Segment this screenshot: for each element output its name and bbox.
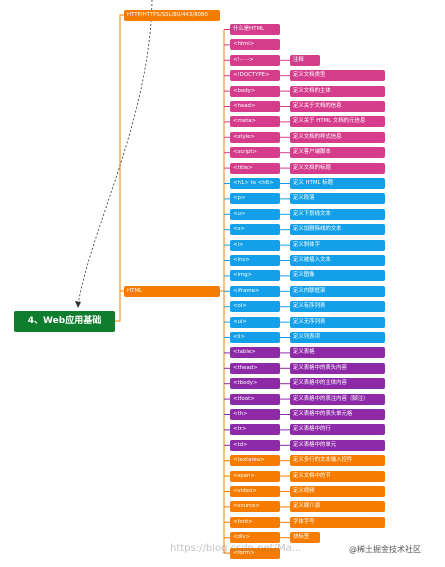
branch-http[interactable]: HTTP/HTTPS/SSL/80/443/8080 (124, 10, 220, 21)
html-tag-node[interactable]: <span> (230, 470, 280, 482)
dashed-relation-line (77, 0, 153, 306)
tag-description-node[interactable]: 定义媒介源 (290, 501, 385, 513)
tag-description-node[interactable]: 字体字号 (290, 516, 385, 528)
tag-description-node[interactable]: 定义表格中的表注内容（脚注） (290, 393, 385, 405)
html-topic-node[interactable]: 什么是HTML (230, 24, 280, 35)
html-tag-node[interactable]: <u> (230, 208, 280, 220)
tag-description-node[interactable]: 定义文档的主体 (290, 85, 385, 97)
html-tag-node[interactable]: <head> (230, 101, 280, 112)
html-tag-node[interactable]: <div> (230, 532, 280, 544)
html-tag-node[interactable]: <meta> (230, 116, 280, 128)
html-tag-node[interactable]: <th> (230, 409, 280, 420)
html-tag-node[interactable]: <ol> (230, 301, 280, 313)
tag-description-node[interactable]: 定义斜体字 (290, 239, 385, 251)
tag-description-node[interactable]: 定义加删除线的文本 (290, 224, 385, 236)
tag-description-node[interactable]: 定义表格中的行 (290, 424, 385, 436)
html-tag-node[interactable]: <tr> (230, 424, 280, 436)
html-tag-node[interactable]: <source> (230, 501, 280, 513)
tag-description-node[interactable]: 定义多行的文本输入控件 (290, 455, 385, 467)
html-tag-node[interactable]: <i> (230, 239, 280, 251)
watermark-text: https://blog.csdn.net/Ma... (170, 543, 302, 554)
tag-description-node[interactable]: 定义有序列表 (290, 301, 385, 313)
tag-description-node[interactable]: 定义文档中的节 (290, 470, 385, 482)
html-tag-node[interactable]: <h1> to <h6> (230, 178, 280, 189)
tag-description-node[interactable]: 定义列表项 (290, 332, 385, 343)
tag-description-node[interactable]: 定义客户端脚本 (290, 147, 385, 159)
html-tag-node[interactable]: <tbody> (230, 378, 280, 390)
tag-description-node[interactable]: 定义视频 (290, 486, 385, 497)
tag-description-node[interactable]: 定义关于文档的信息 (290, 101, 385, 112)
tag-description-node[interactable]: 定义表格 (290, 347, 385, 359)
tag-description-node[interactable]: 定义图像 (290, 270, 385, 282)
html-tag-node[interactable]: <body> (230, 85, 280, 97)
html-tag-node[interactable]: <td> (230, 439, 280, 451)
html-tag-node[interactable]: <textarea> (230, 455, 280, 467)
tag-description-node[interactable]: 定义文档的样式信息 (290, 131, 385, 143)
html-tag-node[interactable]: <font> (230, 516, 280, 528)
branch-html[interactable]: HTML (124, 286, 220, 297)
html-tag-node[interactable]: <video> (230, 486, 280, 497)
tag-description-node[interactable]: 定义无序列表 (290, 316, 385, 328)
arrow-head (75, 301, 81, 308)
html-tag-node[interactable]: <ul> (230, 316, 280, 328)
html-tag-node[interactable]: <!-- --> (230, 54, 280, 66)
html-tag-node[interactable]: <iframe> (230, 285, 280, 297)
html-tag-node[interactable]: <img> (230, 270, 280, 282)
tag-description-node[interactable]: 定义 HTML 标题 (290, 178, 385, 189)
html-tag-node[interactable]: <table> (230, 347, 280, 359)
html-tag-node[interactable]: <li> (230, 332, 280, 343)
connector-line (115, 14, 124, 322)
html-tag-node[interactable]: <ins> (230, 255, 280, 266)
tag-description-node[interactable]: 定义表格中的主体内容 (290, 378, 385, 390)
html-tag-node[interactable]: <s> (230, 224, 280, 236)
html-topic-node[interactable]: <html> (230, 39, 280, 51)
brand-label: @稀土掘金技术社区 (349, 545, 421, 554)
html-tag-node[interactable]: <style> (230, 131, 280, 143)
tag-description-node[interactable]: 定义表格中的表头单元格 (290, 409, 385, 420)
html-tag-node[interactable]: <!DOCTYPE> (230, 70, 280, 82)
tag-description-node[interactable]: 注释 (290, 54, 320, 66)
tag-description-node[interactable]: 定义内联框架 (290, 285, 385, 297)
tag-description-node[interactable]: 定义关于 HTML 文档的元信息 (290, 116, 385, 128)
tag-description-node[interactable]: 定义下划线文本 (290, 208, 385, 220)
html-tag-node[interactable]: <title> (230, 162, 280, 174)
root-node[interactable]: 4、Web应用基础 (14, 311, 115, 332)
html-tag-node[interactable]: <p> (230, 193, 280, 205)
tag-description-node[interactable]: 定义表格中的单元 (290, 439, 385, 451)
html-tag-node[interactable]: <thead> (230, 362, 280, 374)
tag-description-node[interactable]: 定义段落 (290, 193, 385, 205)
html-tag-node[interactable]: <tfoot> (230, 393, 280, 405)
tag-description-node[interactable]: 定义表格中的表头内容 (290, 362, 385, 374)
tag-description-node[interactable]: 块标签 (290, 532, 320, 544)
html-tag-node[interactable]: <script> (230, 147, 280, 159)
tag-description-node[interactable]: 定义文档的标题 (290, 162, 385, 174)
tag-description-node[interactable]: 定义被插入文本 (290, 255, 385, 266)
tag-description-node[interactable]: 定义文档类型 (290, 70, 385, 82)
html-tag-node[interactable]: <form> (230, 547, 280, 559)
